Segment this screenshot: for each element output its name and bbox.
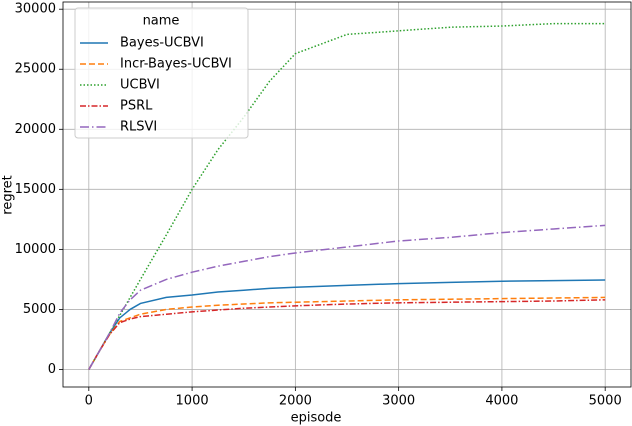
legend-label: PSRL xyxy=(120,99,153,114)
y-tick-label: 25000 xyxy=(15,62,56,77)
legend-label: Bayes-UCBVI xyxy=(120,36,204,51)
x-tick-label: 5000 xyxy=(589,394,622,409)
series-line xyxy=(88,279,606,370)
legend-title: name xyxy=(143,14,180,29)
series-line xyxy=(88,296,606,370)
x-tick-label: 1000 xyxy=(176,394,209,409)
x-axis-label: episode xyxy=(291,411,342,426)
y-axis-label: regret xyxy=(1,175,16,214)
plot-frame xyxy=(62,1,632,388)
legend-label: Incr-Bayes-UCBVI xyxy=(120,57,232,72)
y-tick-label: 10000 xyxy=(15,242,56,257)
y-tick-label: 30000 xyxy=(15,2,56,17)
x-tick-label: 2000 xyxy=(279,394,312,409)
legend-box xyxy=(74,7,249,139)
y-tick-label: 15000 xyxy=(15,182,56,197)
x-tick-label: 4000 xyxy=(485,394,518,409)
y-tick-label: 0 xyxy=(48,362,56,377)
lines xyxy=(88,22,606,370)
legend-label: RLSVI xyxy=(120,120,157,135)
series-line xyxy=(88,299,606,370)
x-tick-label: 0 xyxy=(85,394,93,409)
y-tick-label: 20000 xyxy=(15,122,56,137)
legend-label: UCBVI xyxy=(120,78,160,93)
y-tick-label: 5000 xyxy=(23,302,56,317)
x-tick-label: 3000 xyxy=(382,394,415,409)
series-line xyxy=(88,224,606,370)
legend: name Bayes-UCBVI Incr-Bayes-UCBVI UCBVI PSR… xyxy=(74,7,249,139)
